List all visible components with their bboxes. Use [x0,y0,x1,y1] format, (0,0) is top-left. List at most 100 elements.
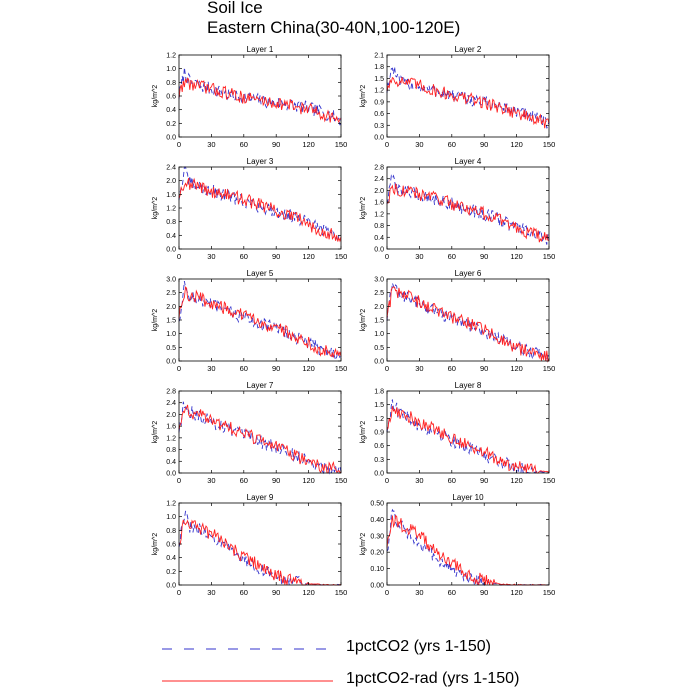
y-tick-label: 0.0 [374,135,384,142]
y-tick-label: 0.4 [166,459,176,466]
x-tick-label: 120 [302,476,315,485]
x-tick-label: 120 [302,364,315,373]
y-tick-label: 2.0 [166,178,176,185]
panel-layer-8: Layer 8 kg/m^2 0 30 60 90 120 150 0.0 0.3 0.6 0.9 1.… [360,381,555,485]
x-tick-label: 120 [510,364,523,373]
y-tick-label: 2.5 [166,290,176,297]
x-tick-label: 90 [272,252,280,261]
y-tick-label: 1.6 [166,424,176,431]
y-tick-label: 1.2 [166,435,176,442]
y-tick-label: 1.0 [166,66,176,73]
x-tick-label: 90 [480,252,488,261]
series-line-1pctco2-rad [178,519,342,586]
panel-title: Layer 3 [247,157,274,166]
panel-title: Layer 7 [247,381,274,390]
x-tick-label: 60 [240,364,248,373]
y-axis-label: kg/m^2 [360,309,367,331]
panel-title: Layer 9 [247,493,274,502]
chart-subtitle: Eastern China(30-40N,100-120E) [207,18,461,37]
x-tick-label: 0 [177,588,181,597]
x-tick-label: 90 [480,476,488,485]
series-line-1pctco2-rad [178,404,341,474]
y-axis-label: kg/m^2 [360,197,367,219]
panel-layer-3: Layer 3 kg/m^2 0 30 60 90 120 150 0.0 0.4 0.8 1.2 1.… [152,157,347,261]
y-tick-label: 3.0 [374,277,384,284]
x-tick-label: 0 [385,588,389,597]
y-tick-label: 0.8 [166,80,176,87]
panel-layer-6: Layer 6 kg/m^2 0 30 60 90 120 150 0.0 0.5 1.0 1.5 2.… [360,269,555,373]
y-tick-label: 0.8 [166,528,176,535]
x-tick-label: 0 [385,252,389,261]
y-tick-label: 1.2 [374,416,384,423]
panel-title: Layer 10 [452,493,484,502]
y-axis-label: kg/m^2 [360,85,367,107]
y-tick-label: 1.0 [166,331,176,338]
panel-layer-7: Layer 7 kg/m^2 0 30 60 90 120 150 0.0 0.4 0.8 1.2 1.… [152,381,347,485]
y-tick-label: 2.4 [374,176,384,183]
x-tick-label: 60 [448,140,456,149]
y-tick-label: 0.4 [374,235,384,242]
legend-label-1pctco2-rad: 1pctCO2-rad (yrs 1-150) [346,670,520,687]
y-tick-label: 0.20 [370,550,384,557]
x-tick-label: 90 [272,140,280,149]
y-tick-label: 0.40 [370,517,384,524]
x-tick-label: 60 [240,476,248,485]
x-tick-label: 0 [385,140,389,149]
x-tick-label: 90 [272,476,280,485]
x-tick-label: 150 [335,588,348,597]
y-tick-label: 0.9 [374,99,384,106]
y-tick-label: 0.2 [166,121,176,128]
y-tick-label: 0.6 [166,94,176,101]
x-tick-label: 60 [448,588,456,597]
x-tick-label: 150 [543,588,556,597]
y-axis-label: kg/m^2 [360,533,367,555]
y-tick-label: 0.0 [166,359,176,366]
series-line-1pctco2-rad [386,183,550,243]
y-tick-label: 1.5 [374,318,384,325]
y-tick-label: 0.4 [166,107,176,114]
y-tick-label: 0.0 [166,583,176,590]
x-tick-label: 30 [415,588,423,597]
y-tick-label: 0.10 [370,566,384,573]
x-tick-label: 90 [480,588,488,597]
series-line-1pctco2-rad [178,77,342,124]
y-tick-label: 0.2 [166,569,176,576]
series-line-1pctco2 [178,166,342,243]
x-tick-label: 30 [207,476,215,485]
x-tick-label: 150 [543,140,556,149]
panel-title: Layer 1 [247,45,274,54]
x-tick-label: 120 [302,588,315,597]
y-tick-label: 2.8 [374,165,384,172]
chart-title: Soil Ice [207,0,263,17]
x-tick-label: 90 [272,588,280,597]
y-tick-label: 2.0 [374,188,384,195]
y-tick-label: 1.2 [166,206,176,213]
y-tick-label: 0.0 [166,471,176,478]
y-tick-label: 2.4 [166,165,176,172]
x-tick-label: 30 [207,364,215,373]
y-tick-label: 0.6 [374,443,384,450]
y-axis-label: kg/m^2 [152,533,159,555]
panel-layer-1: Layer 1 kg/m^2 0 30 60 90 120 150 0.0 0.2 0.4 0.6 0.… [152,45,347,149]
x-tick-label: 150 [335,364,348,373]
y-tick-label: 0.4 [166,233,176,240]
y-tick-label: 1.0 [166,514,176,521]
plot-frame [386,166,550,250]
x-tick-label: 150 [335,140,348,149]
y-tick-label: 1.2 [374,211,384,218]
x-tick-label: 60 [240,252,248,261]
x-tick-label: 60 [448,252,456,261]
x-tick-label: 120 [510,588,523,597]
y-tick-label: 0.6 [374,111,384,118]
y-tick-label: 3.0 [166,277,176,284]
y-tick-label: 0.4 [166,555,176,562]
y-tick-label: 2.1 [374,53,384,60]
series-line-1pctco2 [386,174,550,245]
series-line-1pctco2 [386,66,550,129]
y-tick-label: 2.4 [166,400,176,407]
y-tick-label: 0.3 [374,457,384,464]
panel-layer-4: Layer 4 kg/m^2 0 30 60 90 120 150 0.0 0.4 0.8 1.2 1.… [360,157,555,261]
x-tick-label: 30 [415,476,423,485]
y-tick-label: 1.5 [374,76,384,83]
x-tick-label: 0 [177,364,181,373]
